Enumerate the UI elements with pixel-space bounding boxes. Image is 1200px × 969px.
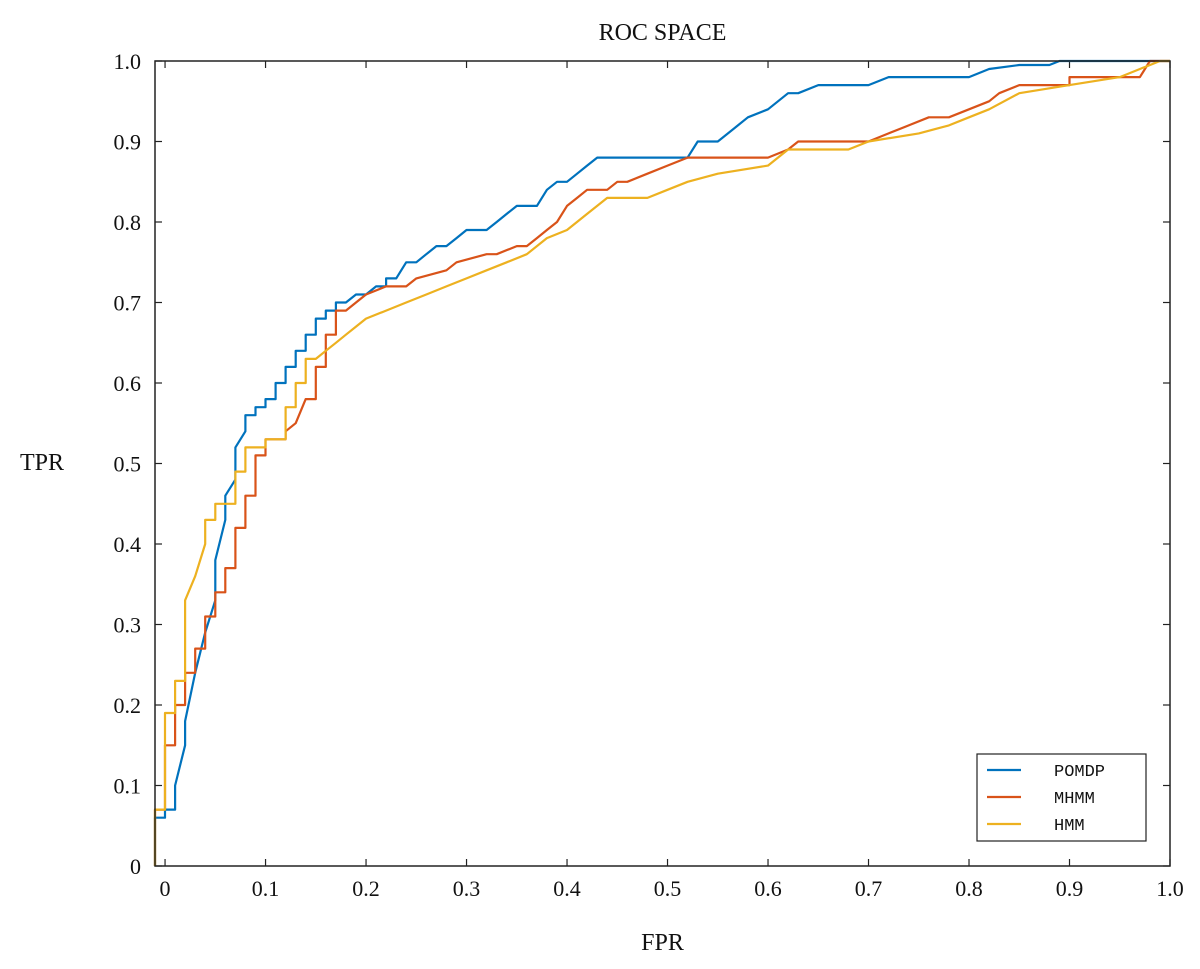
legend-label-pomdp: POMDP [1054, 763, 1105, 782]
x-tick-label: 0.8 [955, 876, 983, 901]
y-tick-label: 0.4 [114, 532, 142, 557]
y-tick-label: 1.0 [114, 49, 142, 74]
series-line-pomdp [153, 59, 1170, 866]
series-line-hmm [153, 59, 1170, 866]
y-tick-label: 0.2 [114, 693, 142, 718]
x-tick-label: 0.1 [252, 876, 280, 901]
x-tick-label: 0.5 [654, 876, 682, 901]
plot-frame [154, 60, 1171, 867]
legend: POMDP MHMM HMM [976, 753, 1147, 842]
x-tick-label: 1.0 [1156, 876, 1184, 901]
x-tick-label: 0.6 [754, 876, 782, 901]
y-tick-label: 0.6 [114, 371, 142, 396]
y-axis-label: TPR [20, 450, 64, 476]
y-tick-label: 0.3 [114, 613, 142, 638]
x-axis-label: FPR [641, 930, 684, 956]
legend-label-mhmm: MHMM [1054, 790, 1095, 809]
x-tick-label: 0 [160, 876, 171, 901]
y-tick-label: 0.7 [114, 291, 142, 316]
y-tick-label: 0 [130, 854, 141, 879]
y-tick-label: 0.5 [114, 452, 142, 477]
series-line-mhmm [153, 59, 1170, 866]
chart-title: ROC SPACE [599, 20, 727, 46]
series-lines [153, 59, 1170, 866]
x-tick-label: 0.9 [1056, 876, 1084, 901]
x-tick-label: 0.2 [352, 876, 380, 901]
axis-ticks: 0 0.1 0.2 0.3 0.4 0.5 0.6 0.7 0.8 0.9 1.0 0 0.1 0.2 0.… [114, 49, 1184, 901]
x-tick-label: 0.3 [453, 876, 481, 901]
x-tick-label: 0.4 [553, 876, 581, 901]
legend-label-hmm: HMM [1054, 817, 1085, 836]
y-tick-label: 0.8 [114, 210, 142, 235]
y-tick-label: 0.1 [114, 774, 142, 799]
y-tick-label: 0.9 [114, 130, 142, 155]
x-tick-label: 0.7 [855, 876, 883, 901]
